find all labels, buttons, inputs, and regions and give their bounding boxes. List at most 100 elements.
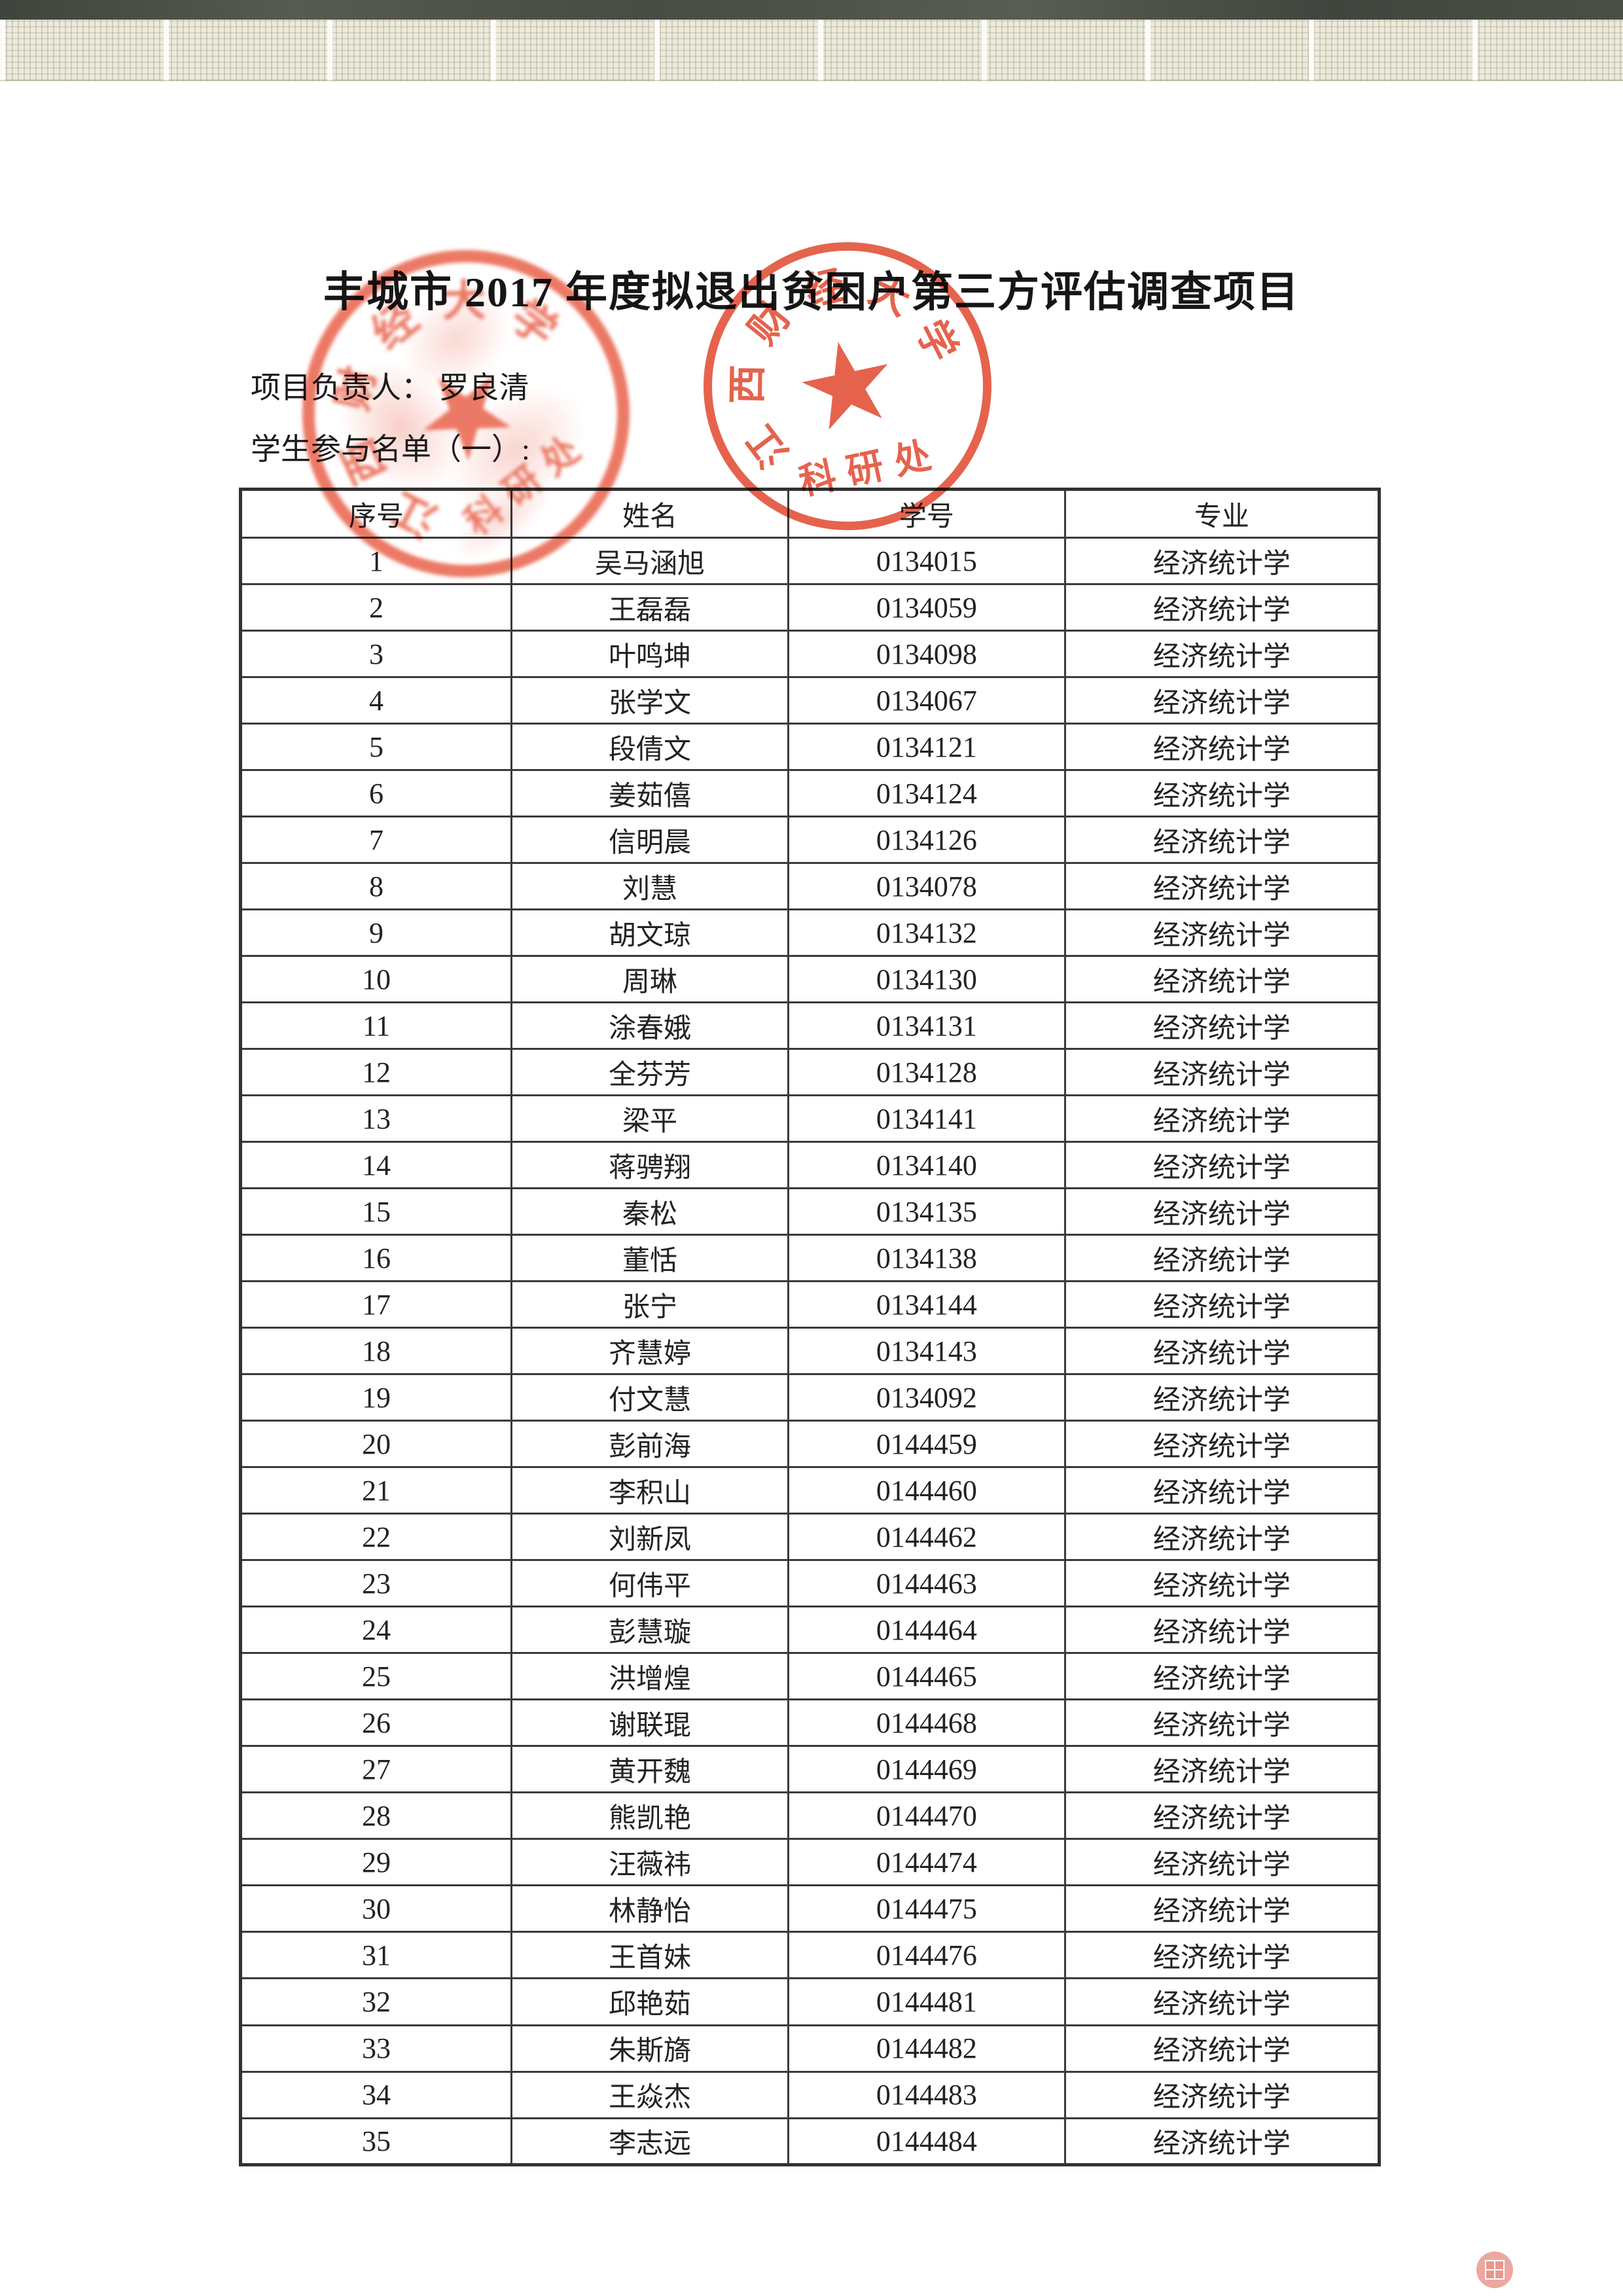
table-row: 11 涂春娥 0134131 经济统计学 bbox=[239, 1001, 1381, 1050]
table-row: 8 刘慧 0134078 经济统计学 bbox=[239, 862, 1381, 911]
column-header-major: 专业 bbox=[1063, 488, 1381, 539]
watermark-cell bbox=[1486, 2270, 1494, 2278]
stamp-arc-char: 西 bbox=[726, 364, 770, 404]
cell-student-name: 彭前海 bbox=[510, 1420, 789, 1469]
cell-serial-number: 13 bbox=[239, 1094, 513, 1143]
cell-major: 经济统计学 bbox=[1063, 1001, 1381, 1050]
cell-student-id: 0134098 bbox=[787, 630, 1066, 679]
cell-serial-number: 24 bbox=[239, 1605, 513, 1655]
cell-student-name: 蒋骋翔 bbox=[510, 1141, 789, 1190]
cell-serial-number: 6 bbox=[239, 769, 513, 818]
cell-student-name: 刘新凤 bbox=[510, 1513, 789, 1562]
cell-serial-number: 3 bbox=[239, 630, 513, 679]
cell-major: 经济统计学 bbox=[1063, 1838, 1381, 1887]
cell-major: 经济统计学 bbox=[1063, 1327, 1381, 1376]
cell-student-name: 李志远 bbox=[510, 2117, 789, 2166]
cell-serial-number: 21 bbox=[239, 1466, 513, 1515]
cell-major: 经济统计学 bbox=[1063, 1652, 1381, 1701]
cell-student-id: 0134059 bbox=[787, 583, 1066, 632]
table-row: 26 谢联琨 0144468 经济统计学 bbox=[239, 1698, 1381, 1748]
cell-serial-number: 10 bbox=[239, 955, 513, 1004]
stamp-arc-char: 江 bbox=[738, 417, 797, 475]
cell-major: 经济统计学 bbox=[1063, 862, 1381, 911]
cell-major: 经济统计学 bbox=[1063, 1094, 1381, 1143]
cell-student-name: 朱斯旖 bbox=[510, 2024, 789, 2073]
table-row: 17 张宁 0134144 经济统计学 bbox=[239, 1280, 1381, 1329]
cell-serial-number: 35 bbox=[239, 2117, 513, 2166]
cell-student-name: 王首妹 bbox=[510, 1931, 789, 1980]
cell-student-id: 0144465 bbox=[787, 1652, 1066, 1701]
cell-serial-number: 17 bbox=[239, 1280, 513, 1329]
cell-major: 经济统计学 bbox=[1063, 676, 1381, 725]
table-header-row: 序号 姓名 学号 专业 bbox=[239, 488, 1381, 539]
cell-major: 经济统计学 bbox=[1063, 1141, 1381, 1190]
cell-major: 经济统计学 bbox=[1063, 1048, 1381, 1097]
cell-student-id: 0134138 bbox=[787, 1234, 1066, 1283]
cell-major: 经济统计学 bbox=[1063, 955, 1381, 1004]
cell-serial-number: 20 bbox=[239, 1420, 513, 1469]
cell-major: 经济统计学 bbox=[1063, 583, 1381, 632]
cell-student-id: 0134135 bbox=[787, 1187, 1066, 1236]
cell-student-name: 汪薇祎 bbox=[510, 1838, 789, 1887]
cell-major: 经济统计学 bbox=[1063, 1977, 1381, 2026]
cell-student-id: 0144464 bbox=[787, 1605, 1066, 1655]
cell-student-name: 张宁 bbox=[510, 1280, 789, 1329]
cell-major: 经济统计学 bbox=[1063, 1187, 1381, 1236]
cell-student-id: 0134124 bbox=[787, 769, 1066, 818]
cell-major: 经济统计学 bbox=[1063, 1559, 1381, 1608]
cell-serial-number: 2 bbox=[239, 583, 513, 632]
cell-student-id: 0134131 bbox=[787, 1001, 1066, 1050]
cell-major: 经济统计学 bbox=[1063, 1513, 1381, 1562]
cell-major: 经济统计学 bbox=[1063, 1280, 1381, 1329]
table-row: 21 李积山 0144460 经济统计学 bbox=[239, 1466, 1381, 1515]
cell-student-name: 信明晨 bbox=[510, 816, 789, 865]
cell-student-name: 林静怡 bbox=[510, 1884, 789, 1933]
cell-student-name: 王磊磊 bbox=[510, 583, 789, 632]
table-row: 29 汪薇祎 0144474 经济统计学 bbox=[239, 1838, 1381, 1887]
cell-student-id: 0144469 bbox=[787, 1745, 1066, 1794]
cell-major: 经济统计学 bbox=[1063, 2117, 1381, 2166]
cell-student-id: 0144462 bbox=[787, 1513, 1066, 1562]
project-leader-line: 项目负责人： 罗良清 bbox=[251, 371, 529, 404]
cell-serial-number: 28 bbox=[239, 1791, 513, 1840]
roster-body: 1 吴马涵旭 0134015 经济统计学 2 王磊磊 0134059 经济统计学… bbox=[239, 536, 1381, 2166]
participants-table: 序号 姓名 学号 专业 1 吴马涵旭 0134015 经济统计学 2 王磊磊 0… bbox=[239, 488, 1381, 2166]
cell-student-name: 熊凯艳 bbox=[510, 1791, 789, 1840]
cell-serial-number: 14 bbox=[239, 1141, 513, 1190]
cell-serial-number: 25 bbox=[239, 1652, 513, 1701]
cell-student-name: 齐慧婷 bbox=[510, 1327, 789, 1376]
cell-major: 经济统计学 bbox=[1063, 1884, 1381, 1933]
watermark-cell bbox=[1495, 2261, 1503, 2269]
cell-major: 经济统计学 bbox=[1063, 1791, 1381, 1840]
cell-student-id: 0144474 bbox=[787, 1838, 1066, 1887]
cell-student-id: 0134078 bbox=[787, 862, 1066, 911]
cell-major: 经济统计学 bbox=[1063, 536, 1381, 586]
cell-major: 经济统计学 bbox=[1063, 1373, 1381, 1422]
cell-student-name: 黄开魏 bbox=[510, 1745, 789, 1794]
watermark-cell bbox=[1495, 2270, 1503, 2278]
cell-student-id: 0134140 bbox=[787, 1141, 1066, 1190]
column-header-no: 序号 bbox=[239, 488, 513, 539]
table-row: 1 吴马涵旭 0134015 经济统计学 bbox=[239, 536, 1381, 586]
cell-major: 经济统计学 bbox=[1063, 769, 1381, 818]
cell-student-id: 0144460 bbox=[787, 1466, 1066, 1515]
cell-major: 经济统计学 bbox=[1063, 2070, 1381, 2119]
cell-student-id: 0144459 bbox=[787, 1420, 1066, 1469]
cell-serial-number: 9 bbox=[239, 908, 513, 958]
cell-student-id: 0144481 bbox=[787, 1977, 1066, 2026]
cell-student-id: 0144463 bbox=[787, 1559, 1066, 1608]
cell-student-id: 0134130 bbox=[787, 955, 1066, 1004]
cell-student-name: 周琳 bbox=[510, 955, 789, 1004]
table-row: 13 梁平 0134141 经济统计学 bbox=[239, 1094, 1381, 1143]
cell-student-id: 0134067 bbox=[787, 676, 1066, 725]
cell-serial-number: 30 bbox=[239, 1884, 513, 1933]
cell-major: 经济统计学 bbox=[1063, 1698, 1381, 1748]
table-row: 33 朱斯旖 0144482 经济统计学 bbox=[239, 2024, 1381, 2073]
cell-serial-number: 12 bbox=[239, 1048, 513, 1097]
cell-major: 经济统计学 bbox=[1063, 630, 1381, 679]
table-row: 24 彭慧璇 0144464 经济统计学 bbox=[239, 1605, 1381, 1655]
table-row: 12 全芬芳 0134128 经济统计学 bbox=[239, 1048, 1381, 1097]
table-row: 32 邱艳茹 0144481 经济统计学 bbox=[239, 1977, 1381, 2026]
cell-student-name: 王焱杰 bbox=[510, 2070, 789, 2119]
cell-serial-number: 26 bbox=[239, 1698, 513, 1748]
